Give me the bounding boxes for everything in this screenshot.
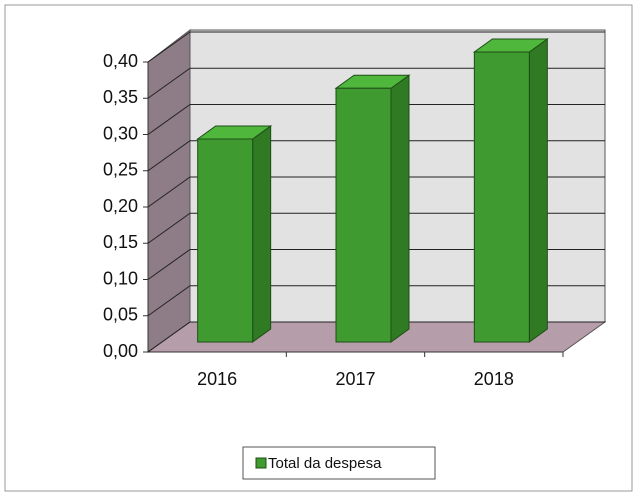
grid-line (147, 104, 191, 135)
bar-side (390, 74, 410, 343)
grid-line (147, 140, 191, 172)
x-tick-label: 2018 (474, 369, 514, 389)
x-tick-label: 2017 (335, 369, 375, 389)
grid-line (147, 31, 191, 63)
bar-front (197, 138, 254, 343)
legend-box (242, 446, 436, 480)
bar-front (473, 51, 530, 343)
legend-label: Total da despesa (268, 455, 382, 472)
y-tick-label: 0,15 (103, 232, 138, 252)
side-wall (147, 28, 191, 353)
y-tick-label: 0,35 (103, 87, 138, 107)
bar-front (335, 87, 392, 343)
y-tick-label: 0,10 (103, 268, 138, 288)
grid-line (147, 176, 191, 208)
grid-line (147, 285, 191, 317)
y-tick-label: 0,05 (103, 305, 138, 325)
grid-line (147, 321, 191, 353)
bar (334, 74, 411, 343)
x-tick-label: 2016 (197, 369, 237, 389)
grid-line (147, 67, 191, 99)
grid-line (147, 212, 191, 244)
grid-line (147, 249, 191, 280)
y-tick-label: 0,25 (103, 160, 138, 180)
legend-swatch (255, 457, 267, 469)
y-tick-label: 0,20 (103, 196, 138, 216)
bar-side (252, 125, 272, 343)
y-tick-label: 0,30 (103, 123, 138, 143)
y-tick-label: 0,40 (103, 51, 138, 71)
y-tick-label: 0,00 (103, 341, 138, 361)
bar (196, 125, 273, 343)
bar (472, 38, 549, 343)
bar-side (528, 38, 548, 343)
